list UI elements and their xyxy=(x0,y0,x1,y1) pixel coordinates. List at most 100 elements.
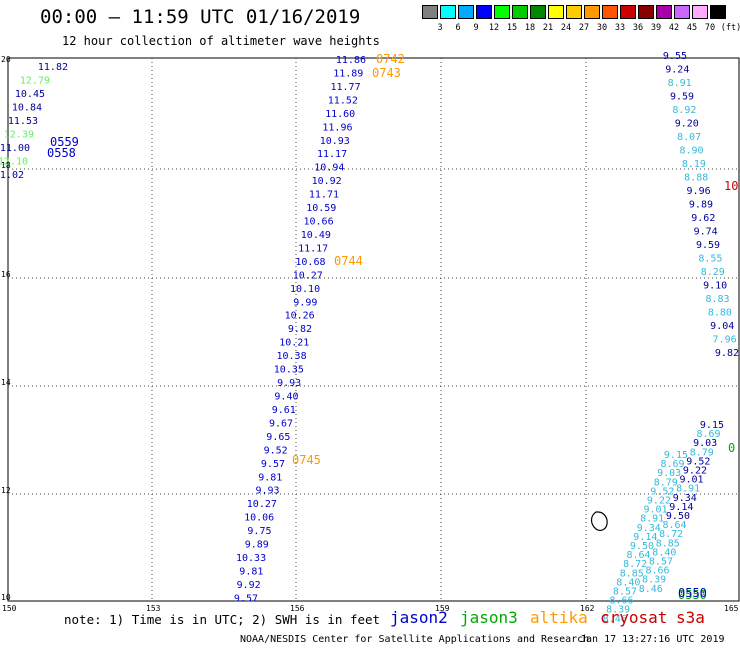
wave-height-label: 12.10 xyxy=(0,157,28,168)
legend-swatch xyxy=(656,5,672,19)
wave-height-label: 9.20 xyxy=(675,119,699,130)
track-time-label: 0558 xyxy=(47,146,76,160)
wave-height-label: 11.86 xyxy=(336,55,366,66)
track-time-label: 0550 xyxy=(678,586,707,600)
wave-height-label: 8.72 xyxy=(659,529,683,540)
wave-height-label: 11.52 xyxy=(328,95,358,106)
wave-height-label: 11.96 xyxy=(322,122,352,133)
wave-height-label: 8.64 xyxy=(663,520,687,531)
y-axis-label: 20 xyxy=(1,55,11,64)
wave-height-label: 9.82 xyxy=(715,348,739,359)
y-axis-label: 18 xyxy=(1,161,11,170)
legend-level: 70 xyxy=(704,23,716,33)
island-outline xyxy=(590,511,608,531)
wave-height-label: 9.34 xyxy=(673,493,697,504)
sat-altika: altika xyxy=(530,608,588,627)
wave-height-label: 11.17 xyxy=(317,149,347,160)
wave-height-label: 8.91 xyxy=(676,484,700,495)
legend-swatch xyxy=(458,5,474,19)
legend-level: 30 xyxy=(596,23,608,33)
wave-height-label: 10.35 xyxy=(274,365,304,376)
legend-level: 33 xyxy=(614,23,626,33)
wave-height-label: 9.55 xyxy=(663,51,687,62)
wave-height-label: 8.83 xyxy=(705,294,729,305)
wave-height-label: 9.89 xyxy=(689,200,713,211)
wave-height-label: 10.27 xyxy=(293,270,323,281)
wave-height-label: 8.79 xyxy=(654,477,678,488)
legend-swatch xyxy=(512,5,528,19)
wave-height-label: 8.72 xyxy=(623,559,647,570)
track-time-label: 0559 xyxy=(50,135,79,149)
legend-level: 18 xyxy=(524,23,536,33)
wave-height-label: 10.93 xyxy=(320,136,350,147)
wave-height-label: 9.93 xyxy=(256,486,280,497)
legend-swatch xyxy=(602,5,618,19)
wave-height-label: 11.00 xyxy=(0,143,30,154)
wave-height-label: 8.46 xyxy=(603,614,627,625)
wave-height-label: 9.57 xyxy=(261,459,285,470)
legend-swatch xyxy=(692,5,708,19)
wave-height-label: 10.84 xyxy=(12,103,42,114)
generated-timestamp: Jan 17 13:27:16 UTC 2019 xyxy=(580,634,725,645)
wave-height-label-cut: 10 xyxy=(724,179,738,193)
legend-level: 3 xyxy=(437,23,443,33)
wave-height-label: 11.02 xyxy=(0,170,24,181)
wave-height-label: 8.40 xyxy=(616,577,640,588)
x-axis-label: 153 xyxy=(146,604,161,613)
wave-height-label: 10.68 xyxy=(295,257,325,268)
wave-height-label: 10.38 xyxy=(276,351,306,362)
track-time-label: 0745 xyxy=(292,453,321,467)
sat-jason3: jason3 xyxy=(460,608,518,627)
wave-height-label: 9.40 xyxy=(274,392,298,403)
wave-height-label: 9.14 xyxy=(669,502,693,513)
wave-height-label: 8.19 xyxy=(682,159,706,170)
wave-height-label: 8.40 xyxy=(652,547,676,558)
wave-height-label: 8.66 xyxy=(610,596,634,607)
wave-height-label: 9.24 xyxy=(665,65,689,76)
legend-level: 36 xyxy=(632,23,644,33)
wave-height-label: 8.91 xyxy=(640,514,664,525)
track-time-label: 0744 xyxy=(334,254,363,268)
y-axis-label: 10 xyxy=(1,593,11,602)
legend-level: 15 xyxy=(506,23,518,33)
wave-height-label: 11.17 xyxy=(298,243,328,254)
x-axis-label: 162 xyxy=(580,604,595,613)
legend-level: 24 xyxy=(560,23,572,33)
wave-height-label: 10.06 xyxy=(244,513,274,524)
wave-height-label: 10.49 xyxy=(301,230,331,241)
wave-height-label: 8.85 xyxy=(656,538,680,549)
wave-height-label: 9.82 xyxy=(288,324,312,335)
wave-height-label: 10.45 xyxy=(15,89,45,100)
sat-jason2: jason2 xyxy=(390,608,448,627)
wave-height-label: 10.10 xyxy=(290,284,320,295)
wave-height-label: 8.88 xyxy=(684,173,708,184)
legend-level: 9 xyxy=(473,23,479,33)
wave-height-label: 9.01 xyxy=(644,505,668,516)
legend-unit: (ft) xyxy=(720,23,740,33)
wave-height-label: 9.93 xyxy=(277,378,301,389)
wave-height-label: 7.96 xyxy=(713,335,737,346)
wave-height-label: 9.67 xyxy=(269,418,293,429)
wave-height-label: 12.79 xyxy=(20,76,50,87)
wave-height-label: 9.50 xyxy=(666,511,690,522)
legend-swatch xyxy=(674,5,690,19)
wave-height-label: 9.52 xyxy=(686,456,710,467)
wave-height-label: 9.74 xyxy=(694,227,718,238)
wave-height-label: 9.62 xyxy=(691,213,715,224)
legend-level: 39 xyxy=(650,23,662,33)
credit-text: NOAA/NESDIS Center for Satellite Applica… xyxy=(240,634,590,645)
sat-cryosat: cryosat xyxy=(600,608,668,627)
legend-swatch xyxy=(710,5,726,19)
legend-level: 45 xyxy=(686,23,698,33)
x-axis-label: 159 xyxy=(435,604,450,613)
wave-height-label: 8.92 xyxy=(672,105,696,116)
y-axis-label: 16 xyxy=(1,270,11,279)
map-frame xyxy=(7,57,740,602)
legend-level: 21 xyxy=(542,23,554,33)
wave-height-label: 9.92 xyxy=(237,580,261,591)
wave-height-label: 8.66 xyxy=(646,566,670,577)
legend-swatch xyxy=(566,5,582,19)
legend-swatch xyxy=(530,5,546,19)
wave-height-label: 8.39 xyxy=(606,605,630,616)
wave-height-label: 8.55 xyxy=(698,254,722,265)
